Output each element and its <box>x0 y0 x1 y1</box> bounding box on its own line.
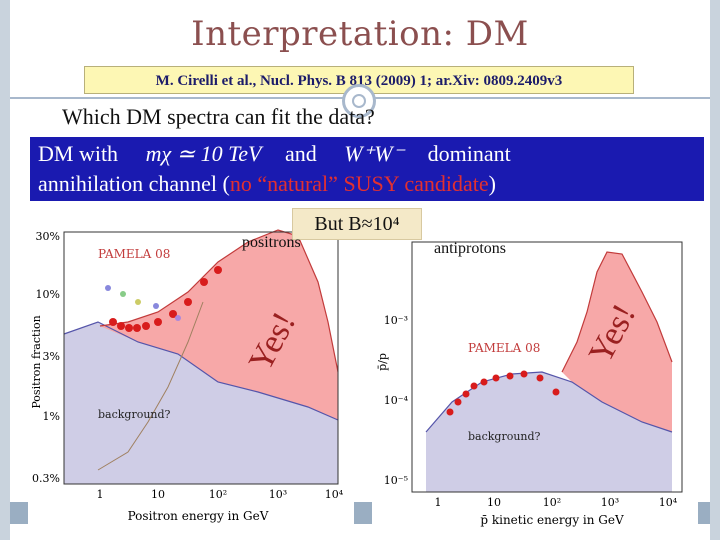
line2-pre: annihilation channel ( <box>38 171 230 196</box>
positron-older-point <box>175 315 181 321</box>
dm-line-1: DM with mχ ≃ 10 TeV and W⁺W⁻ dominant <box>38 141 511 167</box>
positron-older-point <box>120 291 126 297</box>
antiproton-point <box>446 408 454 416</box>
antiproton-frame <box>411 241 683 493</box>
positron-older-point <box>153 303 159 309</box>
antiproton-point <box>492 374 500 382</box>
positron-secondary-curve <box>97 301 204 471</box>
antiproton-xtick: 10² <box>543 496 561 509</box>
antiproton-point <box>454 398 462 406</box>
antiproton-ytick: 10⁻⁴ <box>384 394 409 407</box>
antiproton-point <box>470 382 478 390</box>
slide: Interpretation: DM M. Cirelli et al., Nu… <box>10 0 710 540</box>
positron-ytick: 10% <box>36 288 60 301</box>
antiproton-plot: PAMELA 08 background? 10⁻³ 10⁻⁴ 10⁻⁵ 1 1… <box>372 232 698 530</box>
positron-xlabel: Positron energy in GeV <box>128 509 269 523</box>
antiproton-point <box>462 390 470 398</box>
question-text: Which DM spectra can fit the data? <box>62 104 375 129</box>
antiproton-xlabel: p̄ kinetic energy in GeV <box>480 513 624 527</box>
positron-xtick: 1 <box>97 488 104 501</box>
positrons-label: positrons <box>242 234 301 251</box>
positron-point <box>200 278 208 286</box>
positron-xtick: 10⁴ <box>325 488 344 501</box>
positron-ylabel: Positron fraction <box>30 315 43 408</box>
antiproton-data-points <box>446 370 560 416</box>
antiproton-background-label: background? <box>468 430 541 443</box>
positron-older-point <box>105 285 111 291</box>
antiproton-ytick: 10⁻³ <box>384 314 408 327</box>
antiproton-point <box>552 388 560 396</box>
positron-point <box>117 322 125 330</box>
antiproton-background-curve <box>425 371 673 433</box>
positron-point <box>109 318 117 326</box>
mass-expression: mχ ≃ 10 TeV <box>145 141 262 166</box>
antiproton-point <box>480 378 488 386</box>
positron-frame <box>63 231 339 485</box>
dm-highlight-box: DM with mχ ≃ 10 TeV and W⁺W⁻ dominant an… <box>30 137 704 201</box>
antiproton-ylabel: p̄/p <box>376 353 389 371</box>
positron-point <box>133 324 141 332</box>
antiproton-pamela-label: PAMELA 08 <box>468 341 540 355</box>
positron-ytick: 3% <box>43 350 60 363</box>
ring-decoration-icon <box>342 84 376 118</box>
positron-background-label: background? <box>98 408 171 421</box>
antiproton-point <box>520 370 528 378</box>
positron-xtick: 10² <box>209 488 227 501</box>
but-box: But B≈10⁴ <box>292 208 422 240</box>
channel-expression: W⁺W⁻ <box>344 141 405 166</box>
positron-plot: PAMELA 08 background? 30% 10% 3% 1% 0.3%… <box>28 222 354 526</box>
positron-older-point <box>135 299 141 305</box>
positron-point <box>142 322 150 330</box>
positron-point <box>125 324 133 332</box>
positron-signal-area <box>100 230 338 420</box>
positron-background-area <box>64 322 338 484</box>
dominant-word: dominant <box>427 141 511 166</box>
positron-ytick: 0.3% <box>32 472 60 485</box>
antiproton-xtick: 10 <box>487 496 501 509</box>
positron-point <box>214 266 222 274</box>
dm-prefix: DM with <box>38 141 119 166</box>
line2-post: ) <box>488 171 496 196</box>
antiproton-xtick: 10⁴ <box>659 496 678 509</box>
antiprotons-label: antiprotons <box>434 240 506 257</box>
antiproton-xtick: 1 <box>435 496 442 509</box>
susy-note: no “natural” SUSY candidate <box>229 171 489 196</box>
positron-data-points <box>105 266 222 332</box>
antiproton-xtick: 10³ <box>601 496 619 509</box>
positron-ytick: 30% <box>36 230 60 243</box>
antiproton-ytick: 10⁻⁵ <box>384 474 408 487</box>
positron-pamela-label: PAMELA 08 <box>98 247 170 261</box>
positron-point <box>169 310 177 318</box>
antiproton-point <box>536 374 544 382</box>
dm-line-2: annihilation channel (no “natural” SUSY … <box>38 171 496 197</box>
title-bar: Interpretation: DM <box>10 0 710 58</box>
ring-inner-icon <box>352 94 366 108</box>
and-word: and <box>284 141 317 166</box>
positron-signal-curve <box>99 229 339 373</box>
positron-point <box>184 298 192 306</box>
antiproton-signal-curve <box>561 251 673 373</box>
antiproton-background-area <box>426 372 672 492</box>
positron-xtick: 10³ <box>269 488 287 501</box>
positron-ytick: 1% <box>43 410 60 423</box>
slide-title: Interpretation: DM <box>191 14 529 54</box>
positron-point <box>154 318 162 326</box>
positron-xtick: 10 <box>151 488 165 501</box>
antiproton-point <box>506 372 514 380</box>
